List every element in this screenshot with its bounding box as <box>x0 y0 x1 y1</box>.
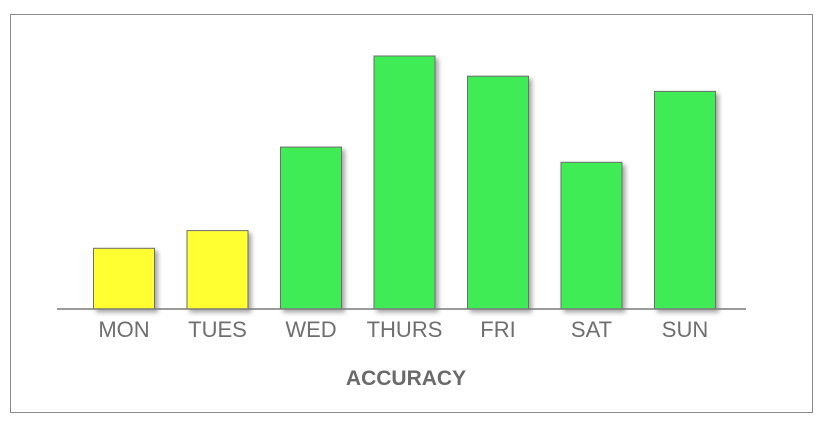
bar-fri <box>467 75 529 310</box>
x-axis-title: ACCURACY <box>346 367 466 390</box>
x-tick-label-fri: FRI <box>480 317 515 342</box>
x-tick-label-tues: TUES <box>188 317 247 342</box>
x-tick-label-wed: WED <box>285 317 336 342</box>
x-tick-label-sat: SAT <box>571 317 612 342</box>
bar-sat <box>560 161 623 310</box>
x-tick-label-mon: MON <box>98 317 149 342</box>
bar-thurs <box>373 55 436 310</box>
x-tick-label-sun: SUN <box>662 317 708 342</box>
x-tick-label-thurs: THURS <box>367 317 443 342</box>
bar-sun <box>654 90 716 310</box>
x-tick-labels: MON TUES WED THURS FRI SAT SUN <box>98 317 708 342</box>
bar-wed <box>280 146 342 310</box>
bars-group <box>93 55 716 310</box>
bar-tues <box>186 230 249 310</box>
bar-mon <box>93 247 155 310</box>
